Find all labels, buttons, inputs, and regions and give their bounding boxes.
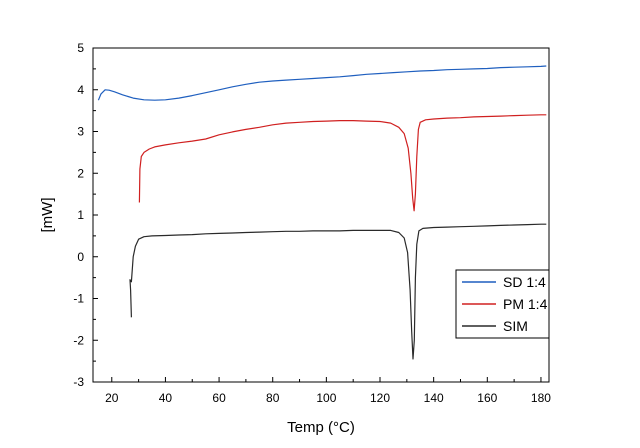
x-tick-label: 160 [477, 391, 497, 405]
x-tick-label: 20 [105, 391, 119, 405]
legend-label: SD 1:4 [503, 274, 546, 290]
y-tick-label: 0 [77, 250, 84, 264]
y-tick-label: 3 [77, 125, 84, 139]
x-tick-label: 80 [266, 391, 280, 405]
legend-label: PM 1:4 [503, 296, 548, 312]
legend: SD 1:4 PM 1:4 SIM [455, 269, 550, 339]
series-line [97, 65, 547, 101]
x-axis-ticks: 20 40 60 80 100 120 140 160 180 [105, 377, 551, 405]
y-axis-title: [mW] [39, 198, 56, 233]
x-tick-label: 60 [212, 391, 226, 405]
y-tick-label: 4 [77, 83, 84, 97]
x-tick-label: 100 [316, 391, 336, 405]
x-tick-label: 140 [424, 391, 444, 405]
x-tick-label: 180 [531, 391, 551, 405]
x-tick-label: 40 [159, 391, 173, 405]
y-axis-ticks: -3 -2 -1 0 1 2 3 4 5 [73, 41, 98, 389]
y-tick-label: -3 [73, 375, 84, 389]
legend-label: SIM [503, 318, 528, 334]
x-axis-title: Temp (°C) [287, 419, 355, 436]
y-tick-label: 2 [77, 166, 84, 180]
series-line [129, 223, 547, 360]
x-tick-label: 120 [370, 391, 390, 405]
y-tick-label: -2 [73, 333, 84, 347]
series-layer [97, 65, 547, 360]
y-tick-label: 5 [77, 41, 84, 55]
y-tick-label: 1 [77, 208, 84, 222]
y-tick-label: -1 [73, 292, 84, 306]
series-line [138, 114, 547, 212]
